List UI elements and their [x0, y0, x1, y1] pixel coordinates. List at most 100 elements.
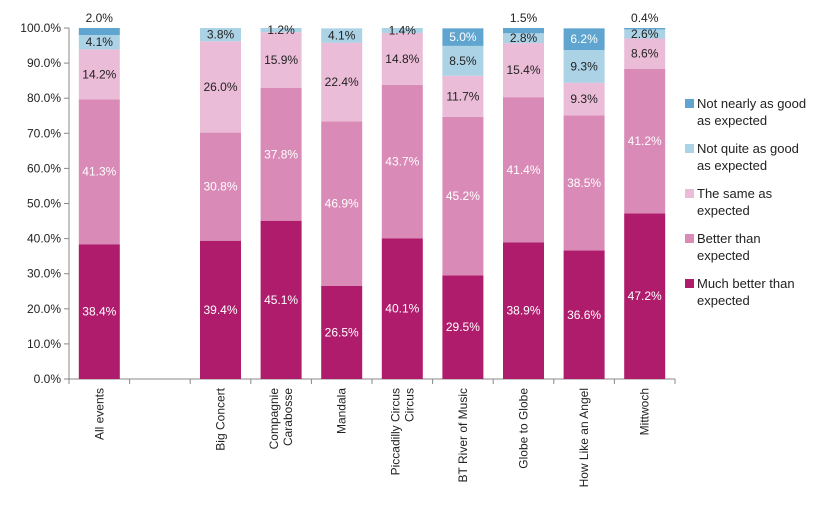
data-label: 38.9%	[506, 304, 540, 318]
data-label: 45.1%	[264, 293, 298, 307]
y-tick-label: 40.0%	[27, 232, 61, 246]
y-tick-label: 90.0%	[27, 56, 61, 70]
bar-segment-piccadilly-circus-circus-the-same-as-expected	[381, 32, 423, 85]
bar-segment-how-like-an-angel-the-same-as-expected	[563, 82, 605, 116]
category-label: BT River of Music	[456, 388, 470, 482]
data-label: 4.1%	[328, 29, 356, 43]
bar-segment-big-concert-not-quite-as-good-as-expected	[200, 28, 241, 42]
category-label: Mittwoch	[638, 388, 652, 435]
category-label: How Like an Angel	[577, 388, 591, 487]
legend-label: Better than expected	[697, 231, 761, 263]
data-label: 46.9%	[325, 197, 359, 211]
data-label: 40.1%	[385, 302, 419, 316]
bar-segment-mittwoch-the-same-as-expected	[624, 38, 666, 69]
data-label: 26.0%	[203, 80, 237, 94]
bar-segment-compagnie-carabosse-the-same-as-expected	[260, 32, 302, 89]
y-tick-label: 70.0%	[27, 126, 61, 140]
data-label: 8.5%	[449, 54, 477, 68]
data-label: 6.2%	[570, 32, 598, 46]
y-tick-label: 60.0%	[27, 161, 61, 175]
y-tick-label: 10.0%	[27, 337, 61, 351]
data-label: 11.7%	[446, 89, 479, 103]
data-label: 29.5%	[446, 320, 480, 334]
category-label: Piccadilly CircusCircus	[388, 388, 416, 475]
bar-segment-globe-to-globe-not-nearly-as-good-as-expected	[503, 28, 544, 34]
data-label: 1.5%	[510, 11, 538, 25]
bar-segment-bt-river-of-music-much-better-than-expected	[442, 275, 484, 379]
data-label: 41.2%	[628, 134, 662, 148]
data-label: 2.6%	[631, 27, 659, 41]
y-tick-label: 20.0%	[27, 302, 61, 316]
bar-segment-big-concert-better-than-expected	[200, 132, 241, 241]
bar-segment-all-events-not-quite-as-good-as-expected	[78, 35, 120, 50]
legend-label: The same as expected	[697, 186, 773, 218]
data-label: 41.4%	[506, 163, 540, 177]
category-label: Globe to Globe	[517, 388, 531, 469]
y-tick-label: 0.0%	[34, 372, 62, 386]
bar-segment-mittwoch-not-nearly-as-good-as-expected	[624, 28, 666, 30]
legend-swatch	[685, 234, 694, 243]
legend-swatch	[685, 99, 694, 108]
bar-segment-mittwoch-much-better-than-expected	[624, 213, 666, 379]
data-label: 26.5%	[325, 325, 359, 339]
data-label: 2.0%	[86, 11, 114, 25]
bar-segment-how-like-an-angel-better-than-expected	[563, 115, 605, 251]
bar-segment-mandala-much-better-than-expected	[321, 285, 363, 379]
category-label: CompagnieCarabosse	[267, 388, 295, 450]
data-label: 3.8%	[207, 28, 235, 42]
data-label: 4.1%	[86, 35, 114, 49]
bar-segment-globe-to-globe-not-quite-as-good-as-expected	[503, 33, 544, 44]
data-label: 1.2%	[267, 23, 295, 37]
data-label: 36.6%	[567, 308, 601, 322]
data-label: 39.4%	[203, 303, 237, 317]
bar-segment-bt-river-of-music-the-same-as-expected	[442, 75, 484, 117]
bar-segment-globe-to-globe-much-better-than-expected	[503, 242, 544, 379]
data-label: 41.3%	[82, 165, 116, 179]
legend-swatch	[685, 279, 694, 288]
bar-segment-mittwoch-better-than-expected	[624, 68, 666, 214]
data-label: 22.4%	[325, 75, 359, 89]
bar-segment-all-events-not-nearly-as-good-as-expected	[78, 28, 120, 36]
data-label: 1.4%	[389, 23, 417, 37]
bar-segment-all-events-much-better-than-expected	[78, 244, 120, 379]
bar-segment-compagnie-carabosse-not-quite-as-good-as-expected	[260, 28, 302, 33]
bar-segment-big-concert-the-same-as-expected	[200, 41, 241, 133]
y-tick-label: 50.0%	[27, 197, 61, 211]
data-label: 14.2%	[82, 67, 116, 81]
data-label: 9.3%	[570, 59, 598, 73]
bar-segment-mandala-not-quite-as-good-as-expected	[321, 28, 363, 43]
bar-segment-piccadilly-circus-circus-not-quite-as-good-as-expected	[381, 28, 423, 33]
bar-segment-mandala-better-than-expected	[321, 121, 363, 286]
legend-label: Much better than expected	[697, 276, 795, 308]
data-label: 37.8%	[264, 147, 298, 161]
data-label: 30.8%	[203, 180, 237, 194]
data-label: 15.4%	[506, 63, 540, 77]
bar-segment-bt-river-of-music-better-than-expected	[442, 116, 484, 276]
bar-segment-bt-river-of-music-not-nearly-as-good-as-expected	[442, 28, 484, 46]
bar-segment-all-events-better-than-expected	[78, 99, 120, 245]
data-label: 38.5%	[567, 176, 601, 190]
bar-segment-globe-to-globe-better-than-expected	[503, 97, 544, 243]
bar-segment-mandala-the-same-as-expected	[321, 42, 363, 122]
y-tick-label: 80.0%	[27, 91, 61, 105]
data-label: 5.0%	[449, 30, 477, 44]
legend-swatch	[685, 144, 694, 153]
data-label: 38.4%	[82, 305, 116, 319]
data-label: 45.2%	[446, 189, 480, 203]
data-label: 9.3%	[570, 92, 598, 106]
bar-segment-compagnie-carabosse-much-better-than-expected	[260, 220, 302, 379]
category-label: Mandala	[335, 388, 349, 434]
category-label: Big Concert	[214, 387, 228, 450]
category-label: All events	[92, 388, 106, 440]
legend-label: Not nearly as good as expected	[697, 96, 806, 128]
y-tick-label: 30.0%	[27, 267, 61, 281]
bar-segment-piccadilly-circus-circus-better-than-expected	[381, 84, 423, 239]
data-label: 43.7%	[385, 155, 419, 169]
data-label: 47.2%	[628, 289, 662, 303]
data-label: 15.9%	[264, 53, 298, 67]
y-tick-label: 100.0%	[20, 21, 61, 35]
bar-segment-big-concert-much-better-than-expected	[200, 240, 241, 379]
bar-segment-how-like-an-angel-not-nearly-as-good-as-expected	[563, 28, 605, 51]
bar-segment-how-like-an-angel-much-better-than-expected	[563, 250, 605, 379]
